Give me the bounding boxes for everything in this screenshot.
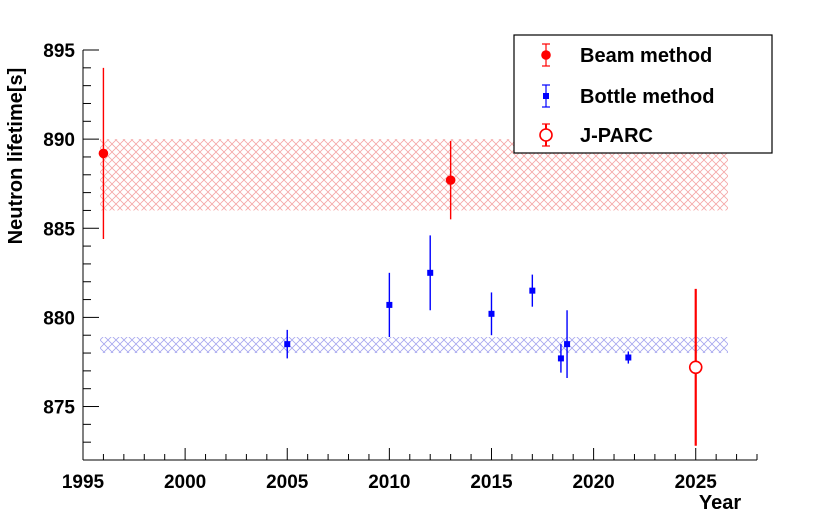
x-tick-label: 2020 [572,472,614,493]
x-tick-label: 2000 [164,472,206,493]
y-tick-label: 885 [43,219,75,240]
data-point [98,148,109,159]
legend-label: J-PARC [580,125,653,147]
data-point [688,360,703,375]
x-tick-label: 2025 [675,472,718,493]
data-point [445,175,456,185]
series-2 [688,288,703,446]
y-tick-label: 895 [43,41,75,62]
legend-label: Beam method [580,45,712,67]
data-point [386,301,393,308]
data-point [564,341,571,348]
x-tick-label: 2010 [368,472,410,493]
data-point [427,269,434,276]
y-tick-label: 880 [43,308,75,329]
legend-box [513,34,773,154]
legend: Beam method Bottle method J-PARC [513,34,773,154]
data-point [488,310,495,317]
axes-layer: 1995 2000 2005 2010 2015 2020 2025 875 880 885 890… [43,41,758,493]
legend-marker [541,50,551,60]
bottle-band [100,337,728,354]
legend-marker [543,93,549,99]
y-tick-label: 875 [43,398,75,419]
x-tick-label: 2005 [266,472,309,493]
series-1 [284,235,632,378]
x-tick-label: 1995 [62,472,105,493]
data-point [625,354,632,361]
y-tick-label: 890 [43,130,75,151]
data-point [284,341,291,348]
bands-layer [100,139,728,354]
x-tick-label: 2015 [470,472,513,493]
y-axis-label: Neutron lifetime[s] [5,68,27,245]
data-point [529,287,536,294]
series-0 [98,67,456,239]
legend-label: Bottle method [580,86,714,108]
data-point [557,355,564,362]
legend-marker [539,128,553,142]
x-axis-label: Year [699,492,741,511]
points-layer [98,67,703,446]
